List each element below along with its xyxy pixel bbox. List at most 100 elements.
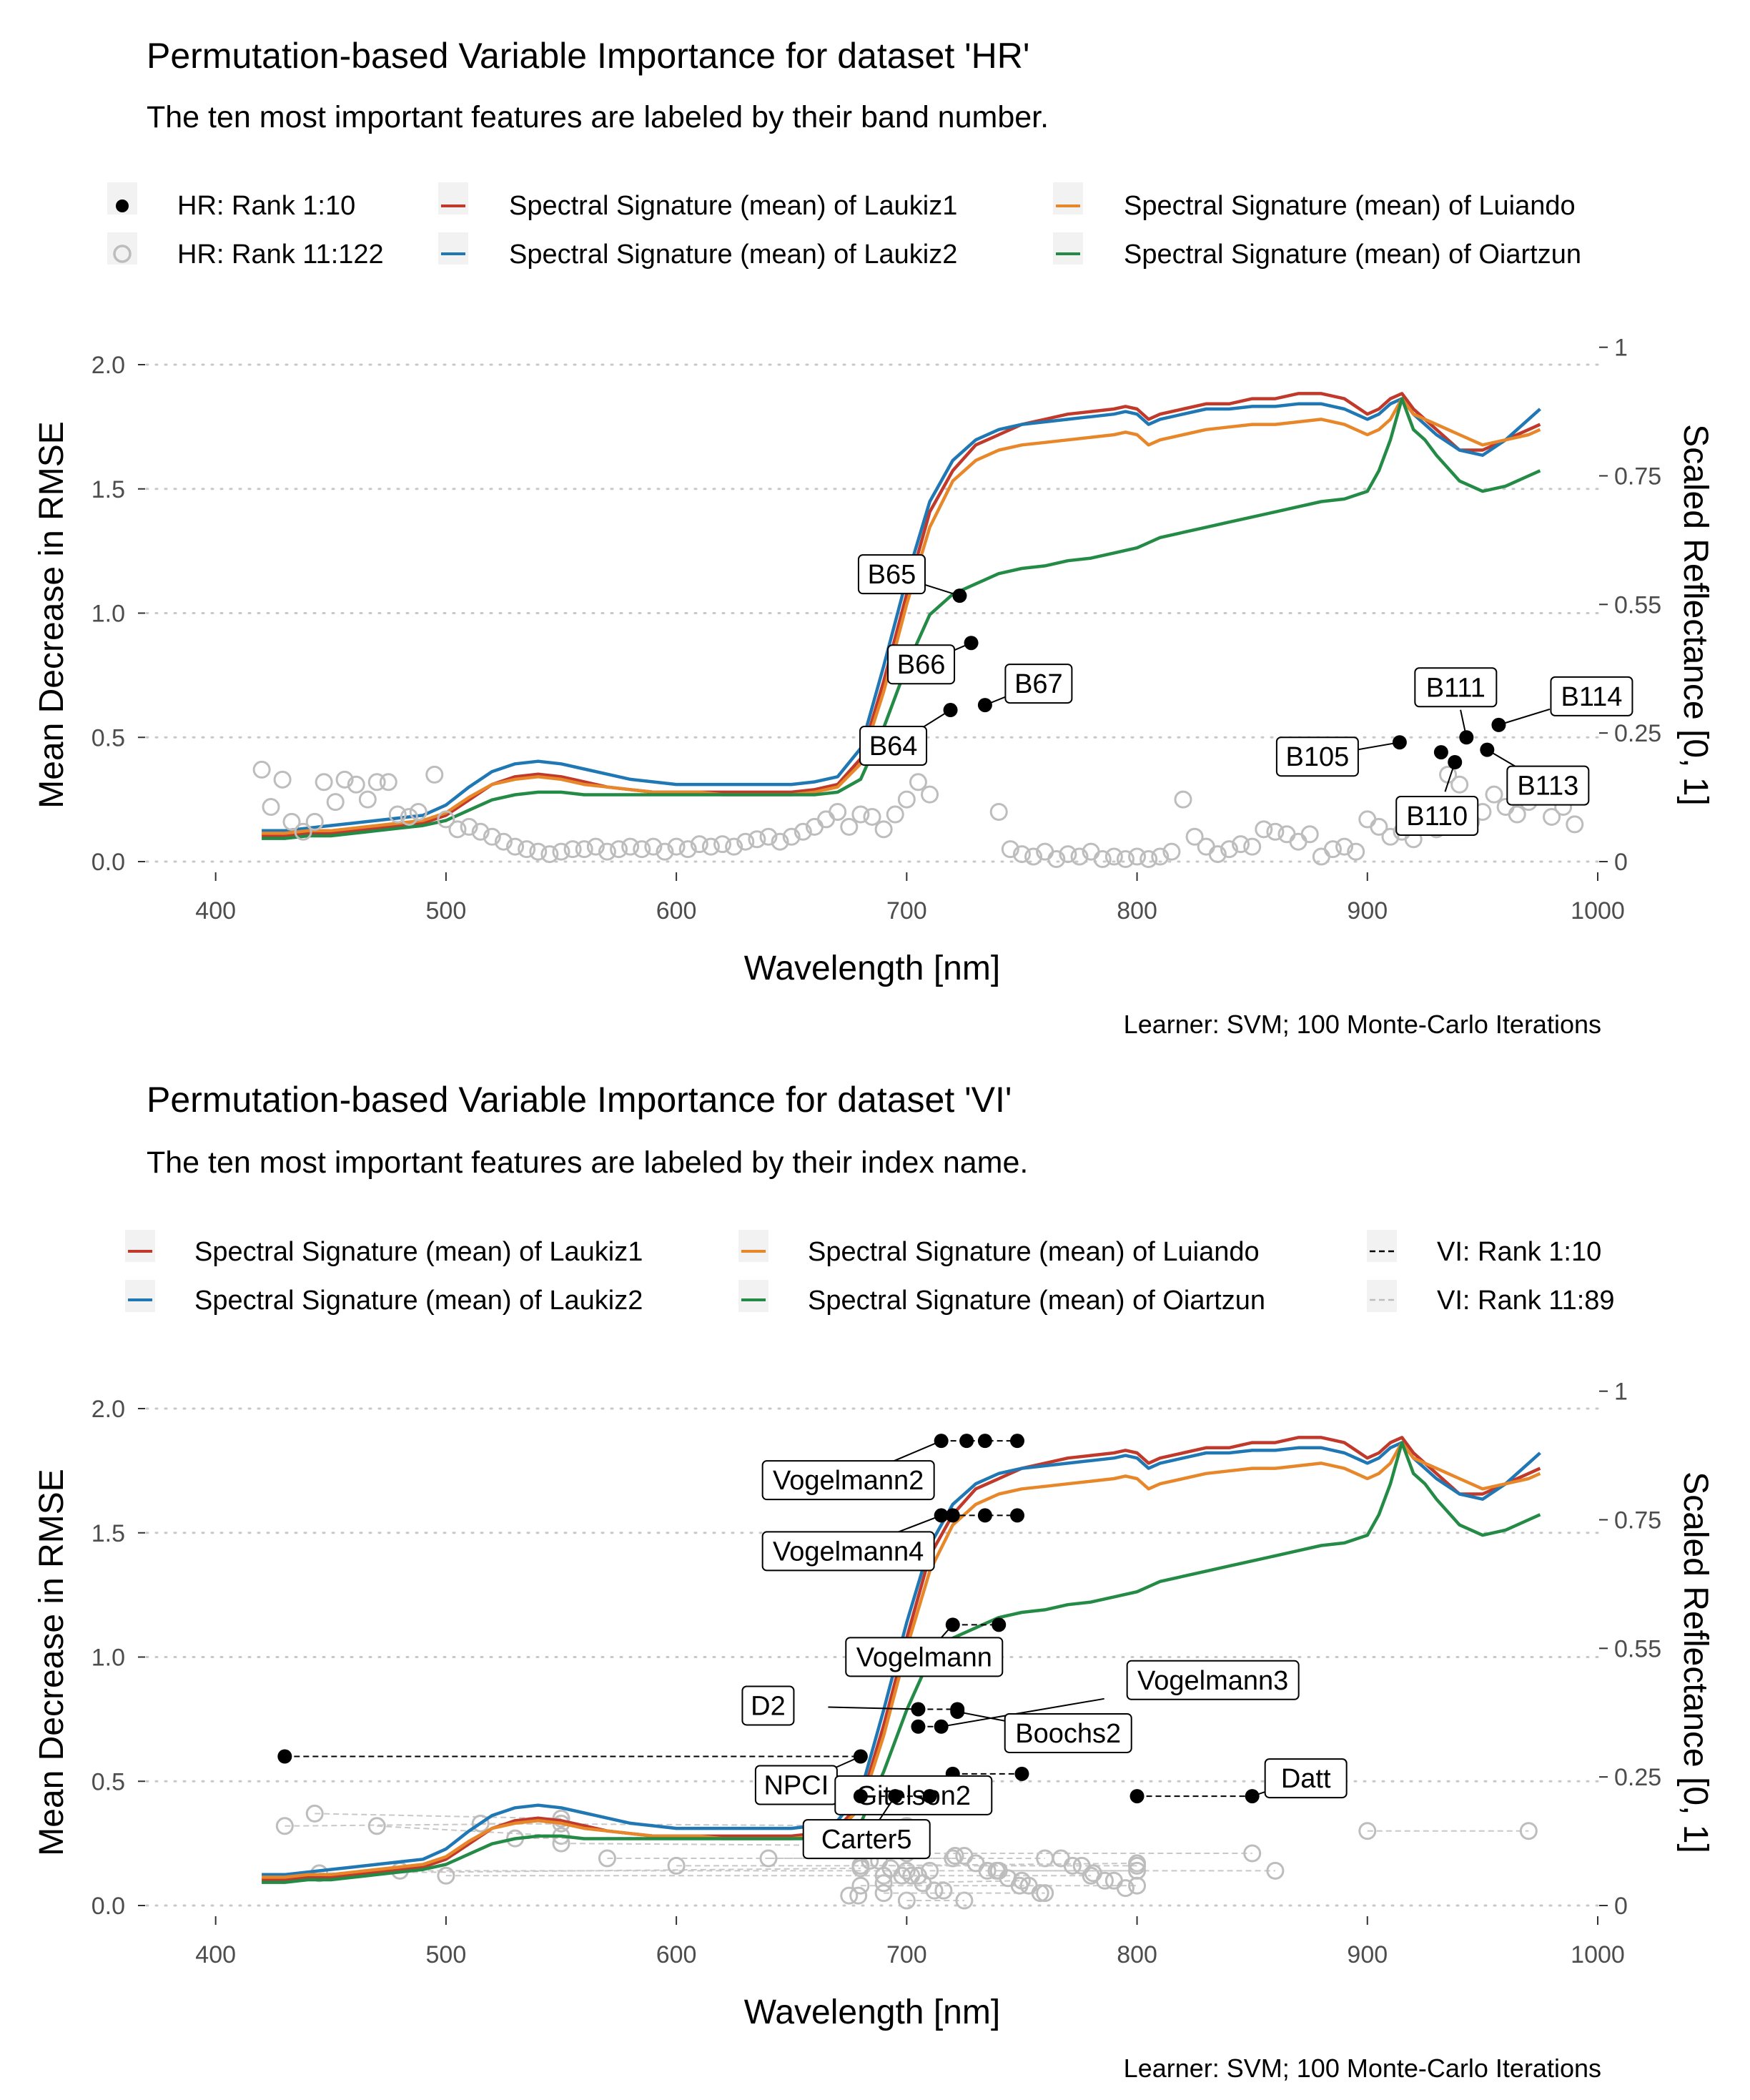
point-label-b66: B66 bbox=[897, 650, 946, 680]
chart-caption: Learner: SVM; 100 Monte-Carlo Iterations bbox=[1124, 1010, 1601, 1039]
rank-other-point bbox=[326, 793, 345, 812]
rank-other-point bbox=[379, 773, 397, 792]
rank-other-point bbox=[1255, 820, 1273, 839]
point-label-b114: B114 bbox=[1561, 682, 1622, 712]
rank-other-point bbox=[955, 1891, 974, 1910]
signature-line-luiando bbox=[262, 397, 1541, 835]
point-label-b64-box bbox=[859, 726, 928, 766]
rank-other-points bbox=[252, 760, 1584, 869]
rank-other-point bbox=[1024, 847, 1043, 866]
rank-other-point bbox=[771, 832, 789, 851]
index-label-carter5: Carter5 bbox=[821, 1825, 912, 1855]
rank-other-point bbox=[358, 790, 377, 809]
rank-other-point bbox=[794, 822, 812, 841]
rank-other-point bbox=[967, 1854, 985, 1873]
rank-other-point bbox=[1093, 850, 1112, 869]
rank-other-point bbox=[1243, 837, 1262, 856]
rank-other-point bbox=[987, 1861, 1006, 1880]
y-axis: 0.0 0.5 1.0 1.5 2.0 bbox=[92, 1396, 145, 1920]
legend-label-rank-top: VI: Rank 1:10 bbox=[1437, 1237, 1601, 1267]
y2-tick-label: 1 bbox=[1614, 1379, 1628, 1406]
rank-other-point bbox=[1543, 807, 1561, 826]
y2-tick-label: 0.25 bbox=[1614, 720, 1661, 747]
x-tick-label: 700 bbox=[886, 897, 927, 925]
rank-other-point bbox=[1185, 827, 1204, 846]
rank-other-point bbox=[367, 773, 386, 792]
rank-other-point bbox=[944, 1849, 962, 1868]
rank-other-point bbox=[1128, 1861, 1147, 1880]
y2-axis: 0 0.25 0.55 0.75 1 bbox=[1599, 1379, 1661, 1920]
y-tick-label: 0.0 bbox=[92, 1893, 125, 1920]
x-tick-label: 600 bbox=[656, 1941, 697, 1968]
y-tick-label: 1.0 bbox=[92, 601, 125, 628]
index-label-vogelmann3: Vogelmann3 bbox=[1137, 1666, 1288, 1696]
rank-other-point bbox=[736, 832, 755, 851]
x-tick-label: 800 bbox=[1117, 1941, 1157, 1968]
legend-label-oiartzun: Spectral Signature (mean) of Oiartzun bbox=[1124, 240, 1581, 270]
rank-top-point bbox=[1480, 742, 1495, 757]
rank-other-lines bbox=[275, 1804, 1538, 1910]
y-axis-title: Mean Decrease in RMSE bbox=[33, 1469, 71, 1856]
point-label-b65: B65 bbox=[868, 560, 916, 590]
legend-key-bg bbox=[125, 1280, 155, 1312]
chart-subtitle: The ten most important features are labe… bbox=[147, 100, 1049, 134]
rank-other-point bbox=[598, 1849, 616, 1868]
rank-other-point bbox=[1243, 1844, 1262, 1863]
rank-other-point bbox=[1232, 835, 1250, 854]
legend-key-rank-top bbox=[116, 199, 129, 212]
rank-other-point bbox=[874, 1884, 893, 1903]
rank-other-point bbox=[921, 785, 939, 804]
rank-other-point bbox=[1370, 817, 1388, 836]
rank-top-point bbox=[1010, 1508, 1024, 1523]
y2-axis-title: Scaled Reflectance [0, 1] bbox=[1676, 1472, 1714, 1853]
rank-top-point bbox=[1459, 730, 1474, 745]
rank-other-point bbox=[1197, 837, 1215, 856]
index-label-boochs2-box bbox=[1004, 1712, 1132, 1753]
x-tick-label: 900 bbox=[1347, 897, 1388, 925]
index-label-d2-box bbox=[741, 1685, 795, 1726]
y2-tick-label: 0.55 bbox=[1614, 1635, 1661, 1662]
legend-label-luiando: Spectral Signature (mean) of Luiando bbox=[808, 1237, 1260, 1267]
rank-other-point bbox=[1116, 1879, 1134, 1898]
x-axis: 400 500 600 700 800 900 1000 bbox=[195, 872, 1625, 925]
rank-other-point bbox=[563, 840, 582, 859]
rank-other-point bbox=[1508, 805, 1526, 824]
rank-other-point bbox=[273, 770, 292, 789]
rank-other-point bbox=[437, 1866, 455, 1885]
rank-other-point bbox=[275, 1817, 294, 1835]
rank-other-point bbox=[840, 1886, 859, 1905]
rank-top-point bbox=[1392, 735, 1407, 750]
rank-other-point bbox=[748, 830, 766, 849]
y-tick-label: 0.0 bbox=[92, 849, 125, 876]
rank-other-point bbox=[863, 807, 881, 826]
rank-other-point bbox=[759, 1849, 778, 1868]
spectral-signature-lines bbox=[262, 392, 1541, 840]
legend-label-oiartzun: Spectral Signature (mean) of Oiartzun bbox=[808, 1286, 1265, 1316]
rank-other-point bbox=[1070, 847, 1089, 866]
rank-other-point bbox=[1485, 785, 1503, 804]
legend-label-laukiz1: Spectral Signature (mean) of Laukiz1 bbox=[194, 1237, 643, 1267]
rank-other-point bbox=[1059, 845, 1077, 864]
signature-line-laukiz2 bbox=[262, 397, 1541, 833]
rank-other-point bbox=[1335, 837, 1354, 856]
rank-other-point bbox=[1220, 840, 1238, 859]
y2-tick-label: 0 bbox=[1614, 1893, 1628, 1920]
rank-other-point bbox=[575, 840, 593, 859]
rank-other-point bbox=[644, 837, 663, 856]
rank-other-point bbox=[946, 1847, 964, 1865]
rank-top-point bbox=[853, 1789, 868, 1804]
rank-other-point bbox=[471, 822, 490, 841]
rank-other-point bbox=[909, 773, 927, 792]
label-leader bbox=[1498, 708, 1551, 726]
rank-other-point bbox=[252, 760, 271, 779]
x-tick-label: 800 bbox=[1117, 897, 1157, 925]
rank-other-line bbox=[560, 1843, 907, 1847]
y2-axis: 0 0.25 0.55 0.75 1 bbox=[1599, 335, 1661, 876]
point-label-b111-box bbox=[1414, 667, 1498, 708]
rank-other-point bbox=[1312, 847, 1330, 866]
rank-other-point bbox=[586, 837, 605, 856]
index-label-boochs2: Boochs2 bbox=[1015, 1719, 1121, 1749]
point-label-b65-box bbox=[857, 554, 926, 595]
rank-other-point bbox=[678, 840, 697, 859]
rank-other-point bbox=[262, 798, 280, 817]
